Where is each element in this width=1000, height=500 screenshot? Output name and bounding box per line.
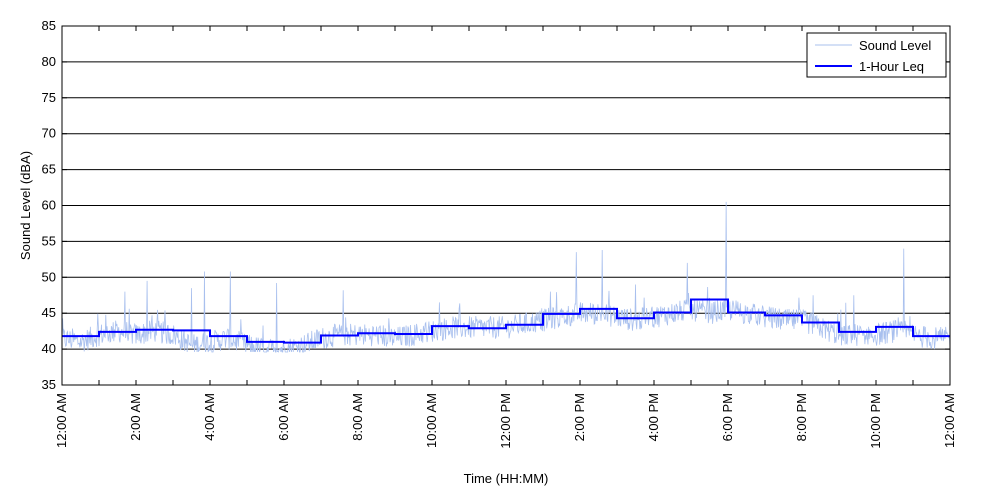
- y-tick-label: 45: [42, 305, 56, 320]
- x-tick-label: 6:00 PM: [720, 393, 735, 441]
- y-tick-label: 70: [42, 126, 56, 141]
- x-tick-label: 12:00 AM: [54, 393, 69, 448]
- x-axis-ticks: 12:00 AM 2:00 AM 4:00 AM 6:00 AM 8:00 AM 10:0…: [54, 26, 957, 449]
- y-tick-label: 75: [42, 90, 56, 105]
- y-axis-label: Sound Level (dBA): [18, 151, 33, 260]
- x-tick-label: 4:00 AM: [202, 393, 217, 441]
- y-tick-label: 65: [42, 162, 56, 177]
- leq-series: [62, 298, 950, 344]
- y-tick-label: 50: [42, 269, 56, 284]
- x-tick-label: 2:00 AM: [128, 393, 143, 441]
- y-tick-label: 60: [42, 198, 56, 213]
- x-tick-label: 8:00 AM: [350, 393, 365, 441]
- x-tick-label: 2:00 PM: [572, 393, 587, 441]
- x-tick-label: 12:00 AM: [942, 393, 957, 448]
- legend: Sound Level 1-Hour Leq: [806, 32, 947, 78]
- x-tick-label: 4:00 PM: [646, 393, 661, 441]
- y-tick-label: 35: [42, 377, 56, 392]
- y-tick-label: 40: [42, 341, 56, 356]
- x-axis-label: Time (HH:MM): [464, 471, 549, 486]
- y-tick-label: 55: [42, 233, 56, 248]
- y-axis-ticks: 35 40 45 50 55 60 65 70 75 80 85: [42, 18, 950, 392]
- x-tick-label: 12:00 PM: [498, 393, 513, 449]
- legend-label-leq: 1-Hour Leq: [859, 59, 924, 74]
- legend-label-sound-level: Sound Level: [859, 38, 931, 53]
- y-tick-label: 85: [42, 18, 56, 33]
- x-tick-label: 8:00 PM: [794, 393, 809, 441]
- y-tick-label: 80: [42, 54, 56, 69]
- x-tick-label: 6:00 AM: [276, 393, 291, 441]
- legend-box: [806, 32, 947, 78]
- leq-line: [62, 298, 950, 344]
- x-tick-label: 10:00 PM: [868, 393, 883, 449]
- x-tick-label: 10:00 AM: [424, 393, 439, 448]
